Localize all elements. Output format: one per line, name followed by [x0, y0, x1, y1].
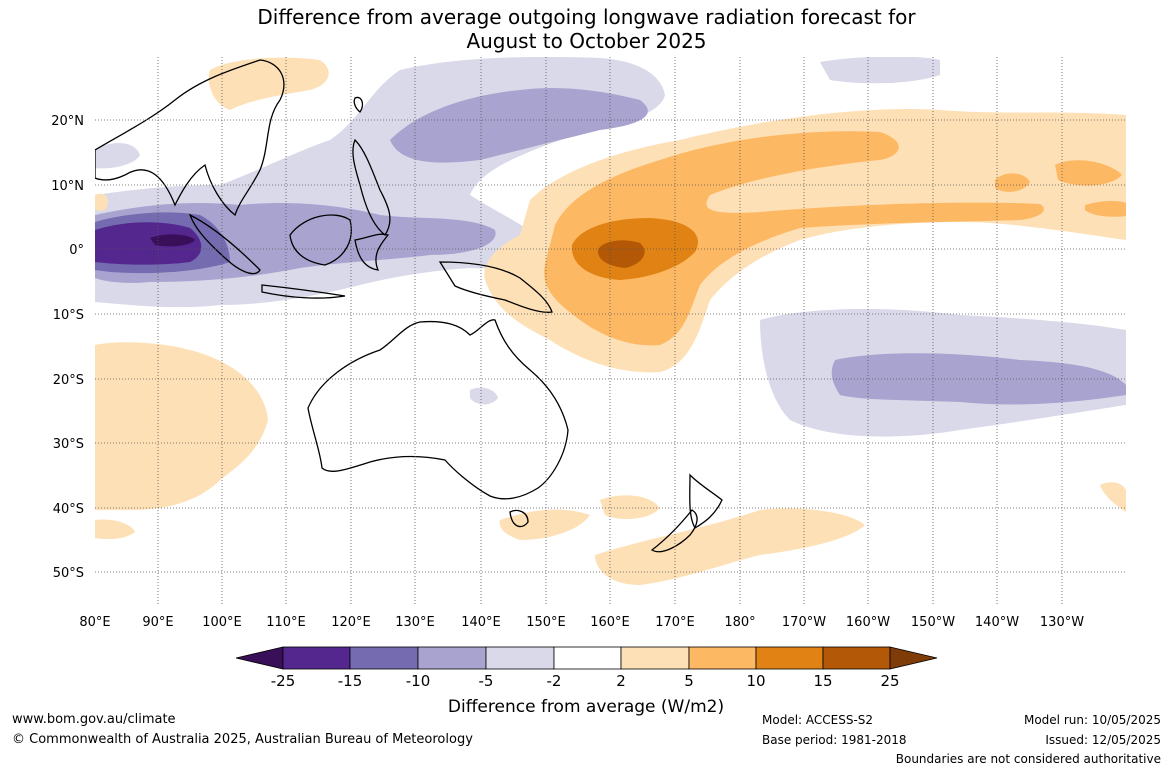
lon-label: 150°W — [911, 615, 955, 630]
anomaly-region-light-orange — [95, 519, 135, 540]
anomaly-region-light-orange — [600, 495, 660, 520]
colorbar-tick: 15 — [813, 672, 832, 690]
colorbar-swatch — [822, 646, 891, 670]
sumatra-outline — [188, 213, 261, 275]
lon-label: 160°E — [590, 615, 630, 630]
lat-label: 30°S — [53, 437, 84, 452]
anomaly-region-orange — [995, 173, 1030, 192]
new-guinea-outline — [438, 261, 553, 313]
anomaly-region-medium-purple — [831, 353, 1126, 405]
colorbar-tick: -2 — [547, 672, 562, 690]
map-title-line2: August to October 2025 — [466, 29, 707, 53]
colorbar — [235, 646, 938, 670]
new-zealand-north-outline — [689, 473, 723, 529]
lat-label: 50°S — [53, 566, 84, 581]
longitude-labels: 80°E 90°E 100°E 110°E 120°E 130°E 140°E … — [79, 615, 1084, 630]
lon-label: 130°E — [395, 615, 435, 630]
colorbar-swatch — [553, 646, 622, 670]
model-run-date: Model run: 10/05/2025 — [1023, 713, 1161, 727]
anomaly-region-light-purple — [470, 387, 498, 405]
philippines-outline — [352, 138, 391, 236]
colorbar-swatch — [755, 646, 824, 670]
anomaly-region-light-orange — [1100, 482, 1126, 512]
anomaly-region-light-purple — [95, 143, 140, 169]
boundaries-disclaimer: Boundaries are not considered authoritat… — [895, 752, 1161, 766]
anomaly-region-orange — [1085, 200, 1126, 217]
colorbar-swatch — [282, 646, 351, 670]
colorbar-tick: 25 — [880, 672, 899, 690]
map-title-line1: Difference from average outgoing longwav… — [257, 5, 916, 29]
bom-url[interactable]: www.bom.gov.au/climate — [12, 712, 176, 727]
lat-label: 0° — [69, 243, 84, 258]
lat-label: 20°N — [51, 114, 84, 129]
colorbar-tick: -10 — [406, 672, 431, 690]
lon-label: 80°E — [79, 615, 110, 630]
base-period: Base period: 1981-2018 — [762, 733, 907, 747]
map-graticule — [95, 57, 1126, 605]
colorbar-tick: 5 — [684, 672, 694, 690]
lon-label: 100°E — [202, 615, 242, 630]
lat-label: 10°S — [53, 308, 84, 323]
model-name: Model: ACCESS-S2 — [762, 713, 874, 727]
lon-label: 140°E — [461, 615, 501, 630]
anomaly-region-darkest-purple — [150, 234, 195, 247]
colorbar-swatch — [417, 646, 487, 670]
lat-label: 10°N — [51, 179, 84, 194]
new-zealand-south-outline — [650, 509, 698, 553]
anomaly-region-light-orange — [95, 193, 108, 211]
lon-label: 150°E — [526, 615, 566, 630]
lon-label: 130°W — [1040, 615, 1084, 630]
anomaly-region-light-orange — [499, 509, 590, 540]
lon-label: 140°W — [975, 615, 1019, 630]
sulawesi-outline — [354, 233, 390, 271]
java-outline — [261, 284, 346, 299]
map-plot-area — [95, 57, 1126, 605]
lat-label: 20°S — [53, 373, 84, 388]
lon-label: 90°E — [142, 615, 173, 630]
anomaly-region-light-purple — [820, 57, 940, 84]
borneo-outline — [289, 214, 352, 266]
anomaly-region-orange — [1055, 160, 1122, 186]
colorbar-tick: 2 — [616, 672, 626, 690]
lon-label: 170°W — [782, 615, 826, 630]
anomaly-region-light-orange — [95, 342, 268, 510]
colorbar-high-extend — [889, 646, 938, 670]
taiwan-outline — [353, 96, 364, 113]
coastlines — [95, 59, 723, 553]
colorbar-swatch — [688, 646, 757, 670]
colorbar-swatch — [349, 646, 419, 670]
lon-label: 120°E — [331, 615, 371, 630]
anomaly-region-medium-purple — [390, 88, 648, 163]
australia-outline — [307, 319, 569, 500]
lat-label: 40°S — [53, 502, 84, 517]
asia-mainland-outline — [95, 59, 285, 217]
colorbar-low-extend — [235, 646, 284, 670]
tasmania-outline — [509, 509, 529, 528]
colorbar-tick: -5 — [479, 672, 494, 690]
positive-anomaly-shading — [95, 57, 1126, 585]
anomaly-region-darkest-orange — [597, 240, 645, 268]
anomaly-region-light-orange — [208, 57, 329, 110]
anomaly-region-dark-purple — [95, 222, 202, 265]
lon-label: 180° — [724, 615, 755, 630]
colorbar-label: Difference from average (W/m2) — [448, 697, 724, 717]
lon-label: 170°E — [655, 615, 695, 630]
lon-label: 110°E — [266, 615, 306, 630]
colorbar-tick: -25 — [271, 672, 296, 690]
anomaly-region-light-orange — [595, 508, 865, 585]
anomaly-region-orange — [544, 131, 1044, 346]
colorbar-tick: 10 — [746, 672, 765, 690]
colorbar-tick: -15 — [338, 672, 363, 690]
issued-date: Issued: 12/05/2025 — [1045, 733, 1161, 747]
lon-label: 160°W — [846, 615, 890, 630]
colorbar-tick-labels: -25 -15 -10 -5 -2 2 5 10 15 25 — [271, 672, 900, 690]
colorbar-swatch — [620, 646, 690, 670]
colorbar-swatch — [485, 646, 555, 670]
copyright-notice: © Commonwealth of Australia 2025, Austra… — [12, 732, 473, 747]
latitude-labels: 20°N 10°N 0° 10°S 20°S 30°S 40°S 50°S — [51, 114, 84, 581]
